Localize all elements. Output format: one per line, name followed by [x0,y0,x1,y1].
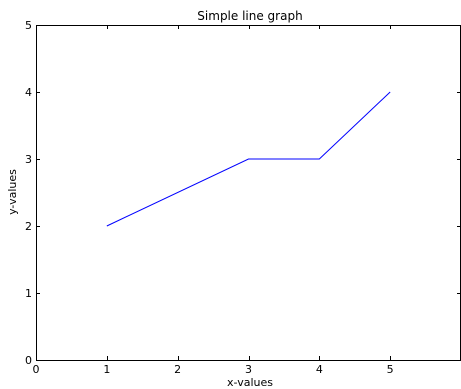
x-tick-label: 1 [103,363,110,376]
series-line [106,91,391,227]
y-tick-label: 0 [25,354,32,367]
y-tick-label: 2 [25,220,32,233]
y-tick-label: 3 [25,153,32,166]
y-axis-label: y-values [6,169,19,215]
x-tick-label: 4 [316,363,323,376]
plot-frame [36,25,461,361]
x-tick-label: 5 [387,363,394,376]
x-axis-label: x-values [227,376,273,389]
y-axis: 0 1 2 3 4 5 [25,19,461,367]
x-axis: 0 1 2 3 4 5 [33,25,394,376]
x-tick-label: 3 [245,363,252,376]
x-tick-label: 2 [174,363,181,376]
y-tick-label: 4 [25,86,32,99]
chart-title: Simple line graph [197,9,302,23]
x-tick-label: 0 [33,363,40,376]
y-tick-label: 5 [25,19,32,32]
y-tick-label: 1 [25,287,32,300]
